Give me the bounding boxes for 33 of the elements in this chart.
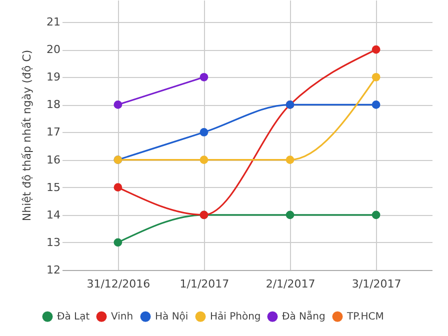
point: [200, 72, 208, 82]
legend-label: Đà Nẵng: [282, 310, 326, 323]
x-tick-label: 2/1/2017: [266, 278, 316, 290]
point: [200, 156, 208, 164]
x-tick-label: 3/1/2017: [352, 278, 402, 290]
legend-label: TP.HCM: [346, 312, 384, 323]
legend-label: Đà Lạt: [57, 312, 90, 323]
y-tick-label: 15: [46, 180, 60, 194]
y-tick-label: 20: [46, 43, 60, 56]
y-axis-title: Nhiệt độ thấp nhất ngày (độ C): [20, 50, 34, 222]
x-tick-label: 31/12/2016: [86, 278, 150, 290]
y-tick-label: 13: [46, 236, 60, 249]
point: [200, 128, 208, 136]
x-tick-label: 1/1/2017: [180, 278, 230, 290]
point: [114, 183, 122, 192]
point: [286, 156, 294, 164]
y-tick-label: 17: [46, 126, 60, 139]
point: [286, 210, 294, 220]
legend-label: Hà Nội: [155, 312, 188, 323]
point: [114, 100, 122, 109]
point: [114, 238, 122, 247]
y-tick-label: 14: [46, 208, 60, 222]
y-tick-label: 21: [46, 16, 60, 29]
point: [372, 100, 380, 109]
y-tick-label: 19: [46, 70, 60, 84]
legend-label: Hải Phòng: [210, 310, 261, 323]
y-tick-label: 16: [46, 153, 60, 166]
y-tick-label: 12: [46, 264, 60, 276]
legend-label: Vinh: [111, 312, 134, 323]
point: [372, 210, 380, 220]
point: [372, 72, 380, 82]
y-tick-label: 18: [46, 98, 60, 112]
point: [372, 45, 380, 54]
